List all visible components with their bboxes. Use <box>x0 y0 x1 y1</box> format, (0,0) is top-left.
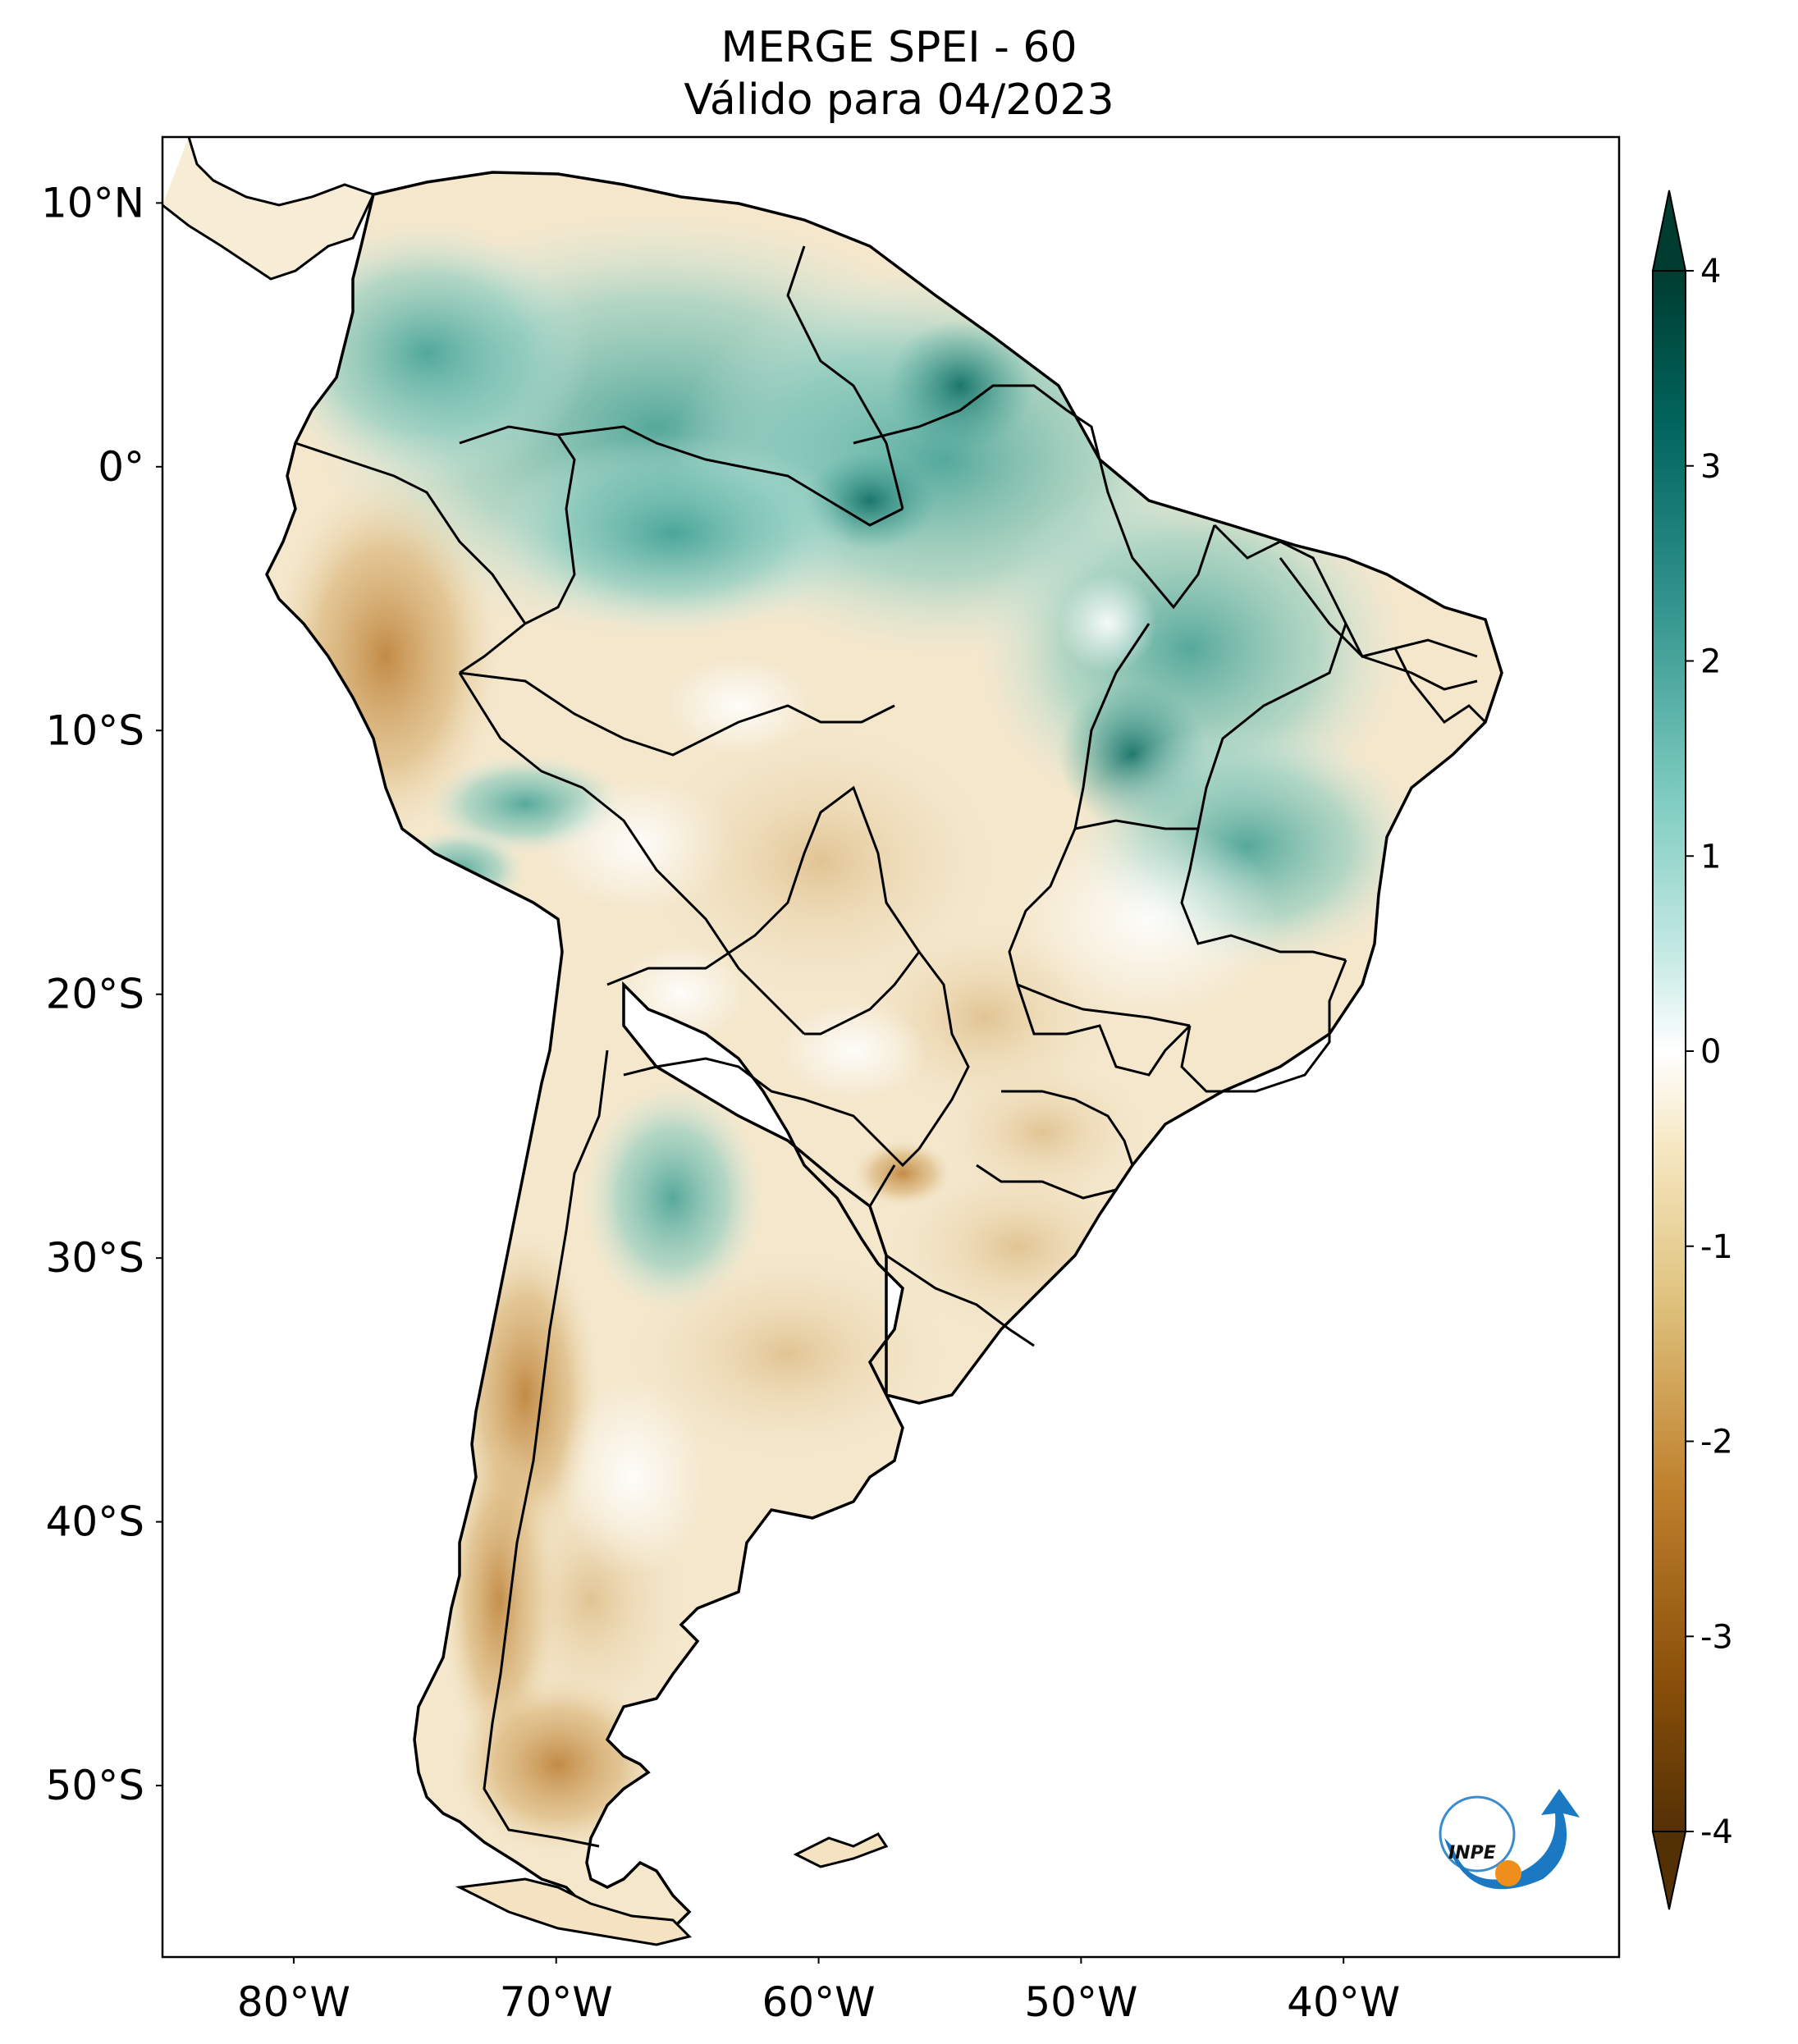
colorbar-tick-label: -1 <box>1700 1228 1733 1266</box>
colorbar-tick-label: 4 <box>1700 253 1721 290</box>
map-frame <box>161 135 1621 1959</box>
colorbar-min-extend <box>1651 1831 1687 1910</box>
colorbar-ticks: 4 3 2 1 0 -1 -2 -3 -4 <box>1686 253 1733 1851</box>
colorbar-gradient <box>1652 270 1686 1832</box>
inpe-logo: INPE <box>1439 1789 1580 1890</box>
lat-label: 0° <box>98 443 144 491</box>
lon-label: 50°W <box>1024 1978 1137 2026</box>
logo-orbit-icon <box>1439 1795 1516 1873</box>
logo-text: INPE <box>1448 1843 1496 1863</box>
lon-label: 60°W <box>762 1978 876 2026</box>
colorbar-tick-label: -3 <box>1700 1618 1733 1656</box>
lat-label: 10°N <box>41 179 144 226</box>
lon-label: 40°W <box>1287 1978 1400 2026</box>
lat-label: 50°S <box>46 1762 144 1809</box>
lat-label: 20°S <box>46 971 144 1018</box>
colorbar-tick-label: -4 <box>1700 1813 1733 1851</box>
colorbar-tick-label: 3 <box>1700 448 1721 486</box>
lat-label: 40°S <box>46 1498 144 1546</box>
latitude-labels: 10°N 0° 10°S 20°S 30°S 40°S 50°S <box>41 179 162 1809</box>
map-title: MERGE SPEI - 60 <box>721 23 1077 72</box>
colorbar-tick-label: 2 <box>1700 643 1721 681</box>
logo-sun-icon <box>1495 1860 1521 1886</box>
colorbar-tick-label: 0 <box>1700 1033 1721 1071</box>
longitude-labels: 80°W 70°W 60°W 50°W 40°W <box>237 1957 1400 2026</box>
lon-label: 70°W <box>500 1978 613 2026</box>
lat-label: 30°S <box>46 1234 144 1282</box>
lon-label: 80°W <box>237 1978 350 2026</box>
colorbar: 4 3 2 1 0 -1 -2 -3 -4 <box>1651 190 1733 1910</box>
colorbar-max-extend <box>1651 190 1687 272</box>
colorbar-tick-label: -2 <box>1700 1424 1733 1461</box>
colorbar-tick-label: 1 <box>1700 838 1721 876</box>
lat-label: 10°S <box>46 706 144 754</box>
map-subtitle: Válido para 04/2023 <box>684 75 1114 125</box>
logo-arrow-icon <box>1444 1789 1580 1890</box>
